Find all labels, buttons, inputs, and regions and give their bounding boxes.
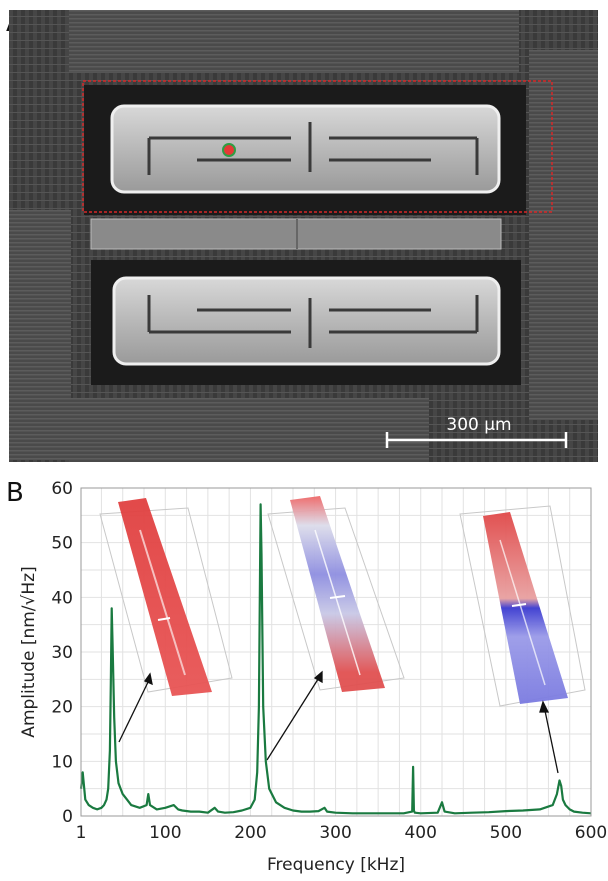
x-tick-labels: 1 100 200 300 400 500 600 — [76, 823, 608, 843]
y-tick-label: 20 — [51, 698, 73, 718]
y-tick-label: 60 — [51, 479, 73, 499]
scale-bar-label: 300 µm — [446, 415, 511, 435]
mode-shape-inset-3 — [459, 505, 586, 707]
bottom-circuit-band — [69, 398, 429, 462]
plot-frame — [80, 487, 592, 817]
mode-shape-inset-1 — [99, 498, 233, 696]
x-tick-label: 1 — [76, 823, 87, 843]
series-line-amplitude — [79, 503, 592, 815]
x-tick-label: 600 — [575, 823, 607, 843]
y-tick-label: 50 — [51, 534, 73, 554]
upper-comb-slots — [147, 122, 479, 175]
right-circuit-band — [529, 50, 598, 420]
y-axis-label: Amplitude [nm/√Hz] — [19, 566, 39, 737]
x-axis-label: Frequency [kHz] — [267, 855, 405, 875]
measurement-marker — [222, 143, 236, 157]
y-tick-label: 0 — [62, 807, 73, 827]
scale-bar — [385, 432, 568, 448]
y-tick-label: 30 — [51, 643, 73, 663]
x-tick-label: 200 — [234, 823, 266, 843]
y-tick-label: 10 — [51, 752, 73, 772]
lower-resonator-plate — [112, 276, 501, 366]
sem-micrograph: 300 µm — [9, 10, 598, 462]
mode-shape-inset-2 — [267, 496, 405, 692]
x-tick-label: 100 — [149, 823, 181, 843]
spectrum-chart: 1 100 200 300 400 500 600 0 10 20 30 40 50 60 Freque… — [19, 479, 608, 875]
left-circuit-band — [9, 210, 71, 460]
panel-b-letter: B — [6, 478, 24, 508]
x-tick-label: 400 — [404, 823, 436, 843]
x-tick-label: 500 — [490, 823, 522, 843]
lower-comb-slots — [147, 295, 479, 348]
mode-arrows — [118, 670, 559, 774]
top-circuit-band — [69, 10, 519, 72]
upper-resonator-plate — [110, 104, 501, 194]
x-tick-label: 300 — [319, 823, 351, 843]
y-tick-label: 40 — [51, 588, 73, 608]
y-tick-labels: 0 10 20 30 40 50 60 — [51, 479, 73, 827]
